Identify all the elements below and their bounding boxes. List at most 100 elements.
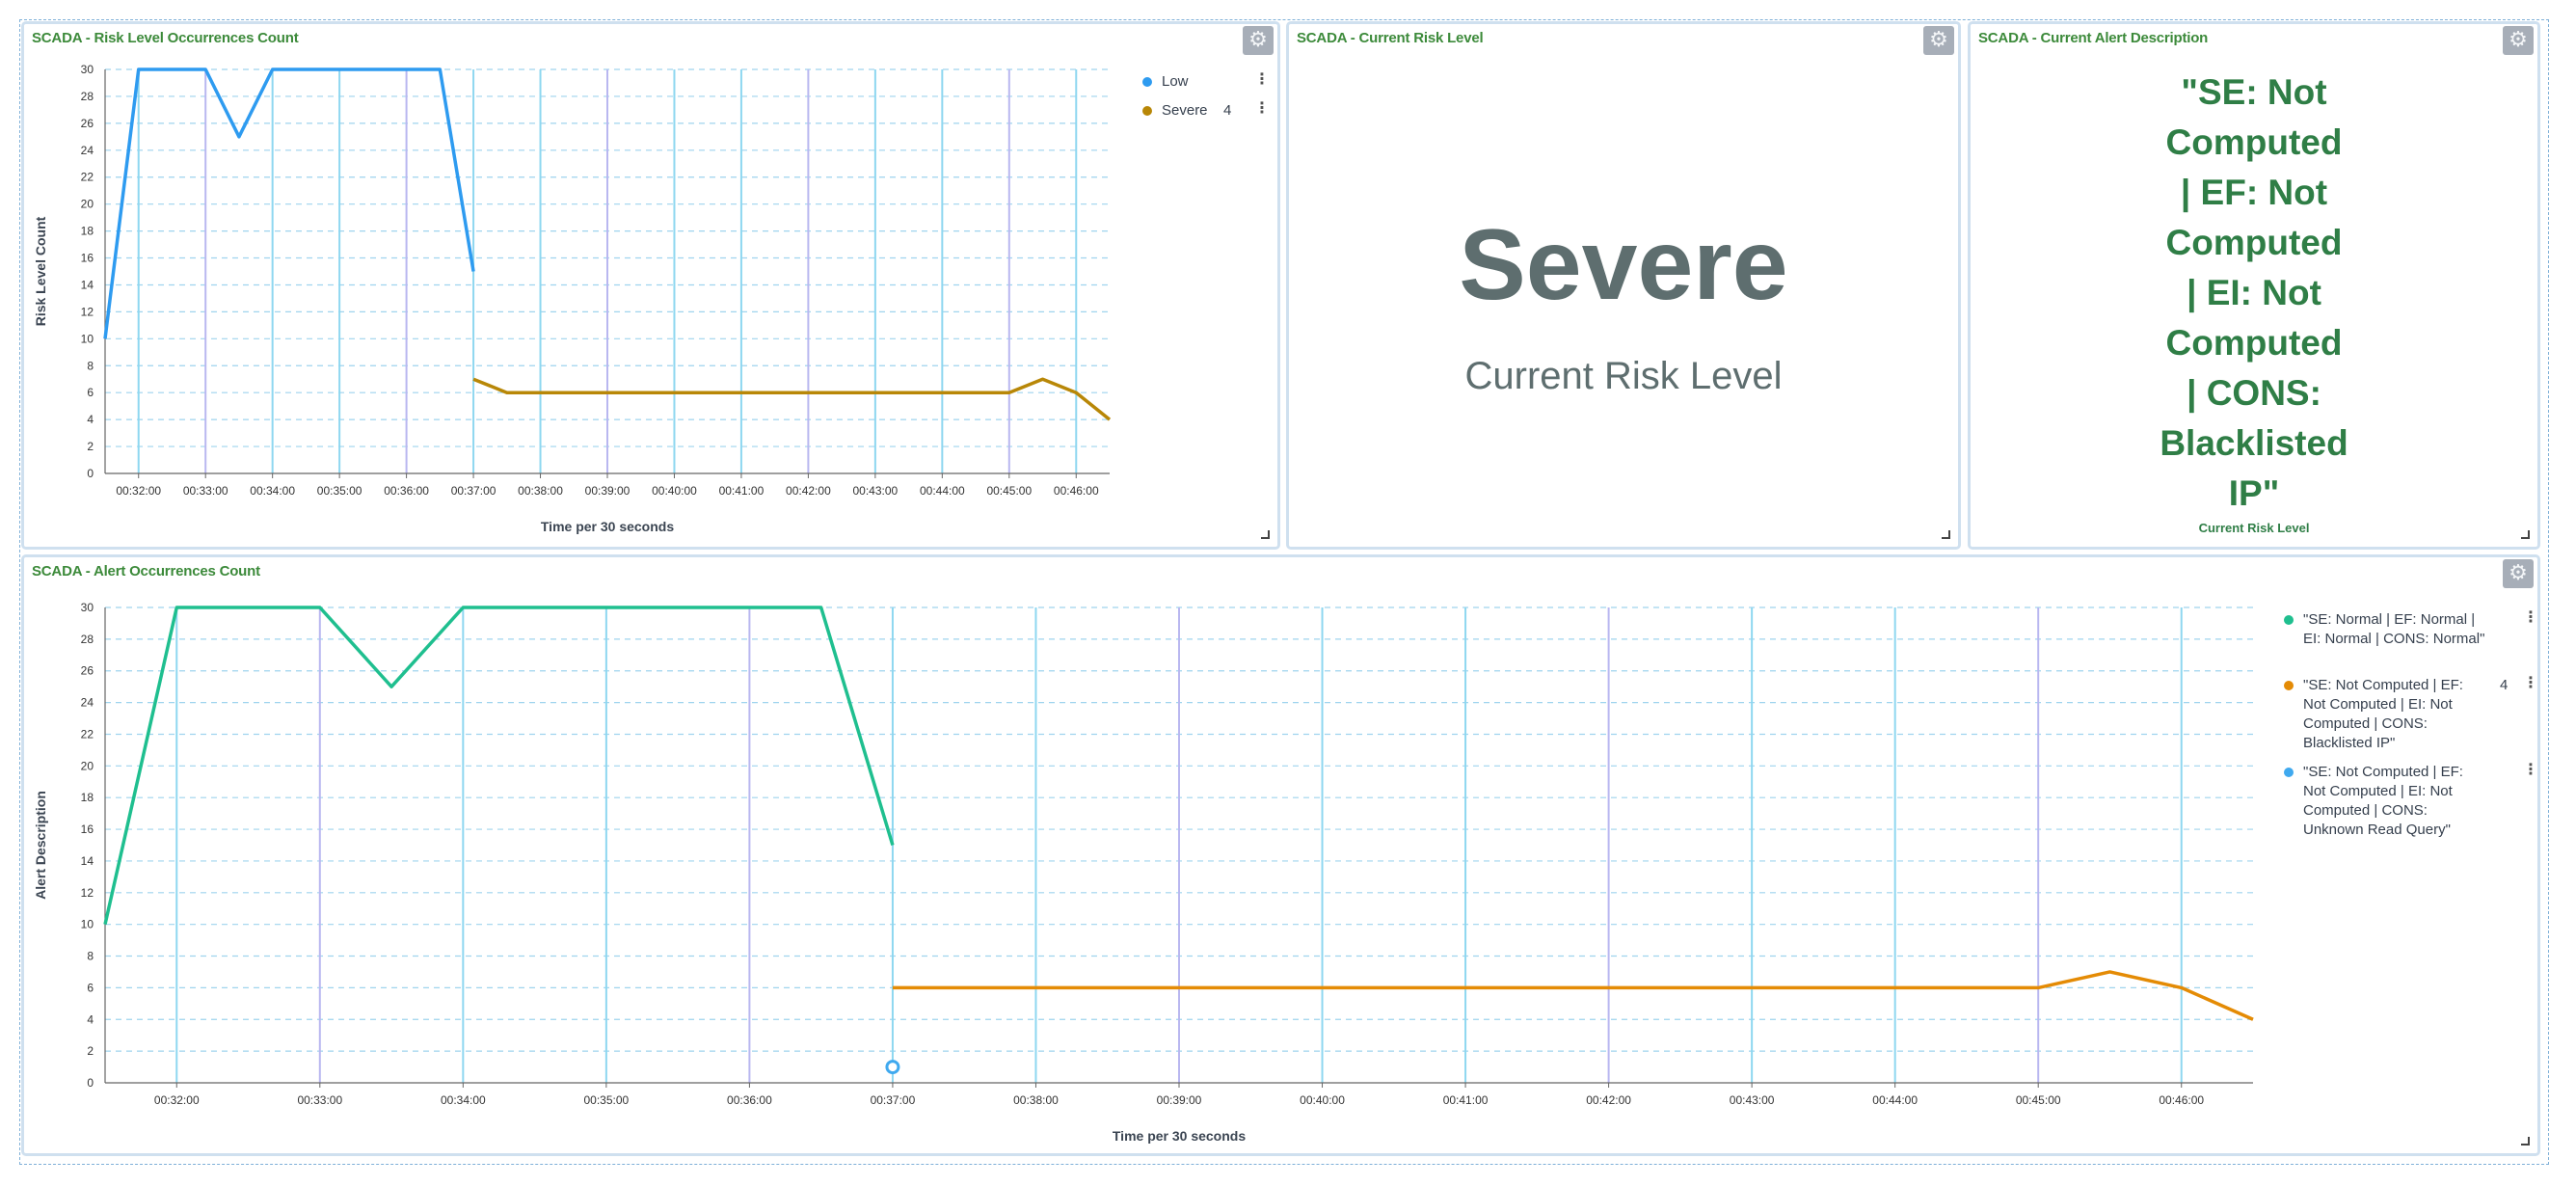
y-tick-label: 30 <box>81 601 94 614</box>
alert-description-line: | EF: Not <box>2180 173 2328 212</box>
y-tick-label: 10 <box>81 918 94 931</box>
y-tick-label: 2 <box>87 1044 94 1058</box>
alert-description-line: "SE: Not <box>2181 72 2327 112</box>
corner-resize-icon[interactable] <box>1942 530 1950 539</box>
x-tick-label: 00:43:00 <box>1730 1093 1775 1107</box>
y-tick-label: 30 <box>81 63 94 76</box>
legend-value: 4 <box>1223 102 1232 119</box>
y-tick-label: 18 <box>81 791 94 804</box>
x-tick-label: 00:45:00 <box>2016 1093 2061 1107</box>
y-axis-label: Alert Description <box>33 791 48 900</box>
y-tick-label: 14 <box>81 854 94 868</box>
legend-item-normal[interactable]: "SE: Normal | EF: Normal | EI: Normal | … <box>2282 607 2538 676</box>
legend-label: "SE: Not Computed | EF: Not Computed | E… <box>2303 677 2463 751</box>
alert-description-line: | EI: Not <box>2187 273 2321 312</box>
y-tick-label: 0 <box>87 467 94 480</box>
vertical-dots-icon[interactable]: ⋮ <box>1254 69 1270 88</box>
y-tick-label: 18 <box>81 225 94 238</box>
x-tick-label: 00:46:00 <box>2159 1093 2204 1107</box>
legend-label: Low <box>1162 73 1189 90</box>
gear-icon[interactable]: ⚙ <box>1923 26 1954 55</box>
y-tick-label: 24 <box>81 696 94 710</box>
x-tick-label: 00:39:00 <box>1157 1093 1202 1107</box>
alert-description-line: Computed <box>2165 323 2343 363</box>
vertical-dots-icon[interactable]: ⋮ <box>2523 760 2538 778</box>
x-axis-label: Time per 30 seconds <box>541 519 674 534</box>
series-line-0 <box>103 606 895 926</box>
alert-description-line: | CONS: <box>2187 373 2321 413</box>
x-tick-label: 00:35:00 <box>584 1093 630 1107</box>
gear-icon[interactable]: ⚙ <box>2503 26 2534 55</box>
vertical-dots-icon[interactable]: ⋮ <box>2523 673 2538 691</box>
series-point-2 <box>885 1060 900 1075</box>
x-tick-label: 00:38:00 <box>1013 1093 1059 1107</box>
x-tick-label: 00:37:00 <box>451 484 496 498</box>
legend-dot <box>1142 106 1152 116</box>
legend-label: "SE: Not Computed | EF: Not Computed | E… <box>2303 764 2463 838</box>
corner-resize-icon[interactable] <box>2521 1137 2530 1146</box>
legend-dot <box>2284 615 2294 625</box>
x-tick-label: 00:46:00 <box>1054 484 1099 498</box>
legend-label: Severe <box>1162 102 1208 119</box>
alert-description-line: Computed <box>2165 122 2343 162</box>
x-tick-label: 00:42:00 <box>1586 1093 1631 1107</box>
corner-resize-icon[interactable] <box>2521 530 2530 539</box>
risk-legend: Low ⋮ Severe 4 ⋮ <box>1140 69 1275 121</box>
y-tick-label: 4 <box>87 413 94 426</box>
legend-item-low[interactable]: Low ⋮ <box>1140 69 1275 101</box>
alert-description-line: IP" <box>2228 473 2280 513</box>
x-tick-label: 00:42:00 <box>786 484 831 498</box>
y-tick-label: 6 <box>87 386 94 399</box>
x-tick-label: 00:38:00 <box>518 484 563 498</box>
legend-item-blacklisted-ip[interactable]: "SE: Not Computed | EF: Not Computed | E… <box>2282 673 2538 763</box>
y-tick-label: 28 <box>81 90 94 103</box>
x-tick-label: 00:45:00 <box>986 484 1032 498</box>
y-tick-label: 10 <box>81 332 94 345</box>
panel-title: SCADA - Current Risk Level <box>1297 30 1484 46</box>
x-tick-label: 00:44:00 <box>920 484 965 498</box>
panel-title: SCADA - Current Alert Description <box>1978 30 2209 46</box>
series-line-0 <box>103 67 475 339</box>
y-tick-label: 0 <box>87 1076 94 1090</box>
x-tick-label: 00:35:00 <box>317 484 362 498</box>
current-risk-panel: SCADA - Current Risk Level ⚙ Severe Curr… <box>1286 21 1961 550</box>
y-tick-label: 20 <box>81 198 94 211</box>
gear-icon[interactable]: ⚙ <box>1243 26 1274 55</box>
legend-value: 4 <box>2500 677 2509 693</box>
y-tick-label: 14 <box>81 278 94 291</box>
x-tick-label: 00:32:00 <box>116 484 161 498</box>
x-axis-label: Time per 30 seconds <box>1113 1128 1246 1144</box>
y-tick-label: 20 <box>81 759 94 772</box>
x-tick-label: 00:32:00 <box>154 1093 200 1107</box>
x-tick-label: 00:34:00 <box>250 484 295 498</box>
alert-description-line: Blacklisted <box>2160 423 2348 463</box>
legend-dot <box>1142 77 1152 87</box>
x-tick-label: 00:40:00 <box>652 484 697 498</box>
alert-description-line: Computed <box>2165 223 2343 262</box>
y-tick-label: 4 <box>87 1012 94 1026</box>
y-tick-label: 22 <box>81 727 94 741</box>
y-tick-label: 22 <box>81 171 94 184</box>
panel-title: SCADA - Risk Level Occurrences Count <box>32 30 299 46</box>
x-tick-label: 00:34:00 <box>441 1093 486 1107</box>
legend-dot <box>2284 768 2294 777</box>
x-tick-label: 00:33:00 <box>297 1093 342 1107</box>
panel-title: SCADA - Alert Occurrences Count <box>32 563 260 580</box>
y-tick-label: 2 <box>87 440 94 453</box>
vertical-dots-icon[interactable]: ⋮ <box>2523 607 2538 626</box>
y-tick-label: 16 <box>81 252 94 265</box>
gear-icon[interactable]: ⚙ <box>2503 559 2534 588</box>
corner-resize-icon[interactable] <box>1261 530 1270 539</box>
y-tick-label: 26 <box>81 664 94 678</box>
x-tick-label: 00:39:00 <box>585 484 631 498</box>
x-tick-label: 00:36:00 <box>384 484 429 498</box>
y-tick-label: 24 <box>81 144 94 157</box>
alert-legend: "SE: Normal | EF: Normal | EI: Normal | … <box>2282 607 2538 849</box>
risk-level-label: Current Risk Level <box>1464 355 1783 397</box>
y-tick-label: 8 <box>87 950 94 963</box>
legend-item-severe[interactable]: Severe 4 ⋮ <box>1140 98 1275 121</box>
legend-item-unknown-read-query[interactable]: "SE: Not Computed | EF: Not Computed | E… <box>2282 760 2538 849</box>
risk-level-value: Severe <box>1459 209 1788 321</box>
vertical-dots-icon[interactable]: ⋮ <box>1254 98 1270 117</box>
